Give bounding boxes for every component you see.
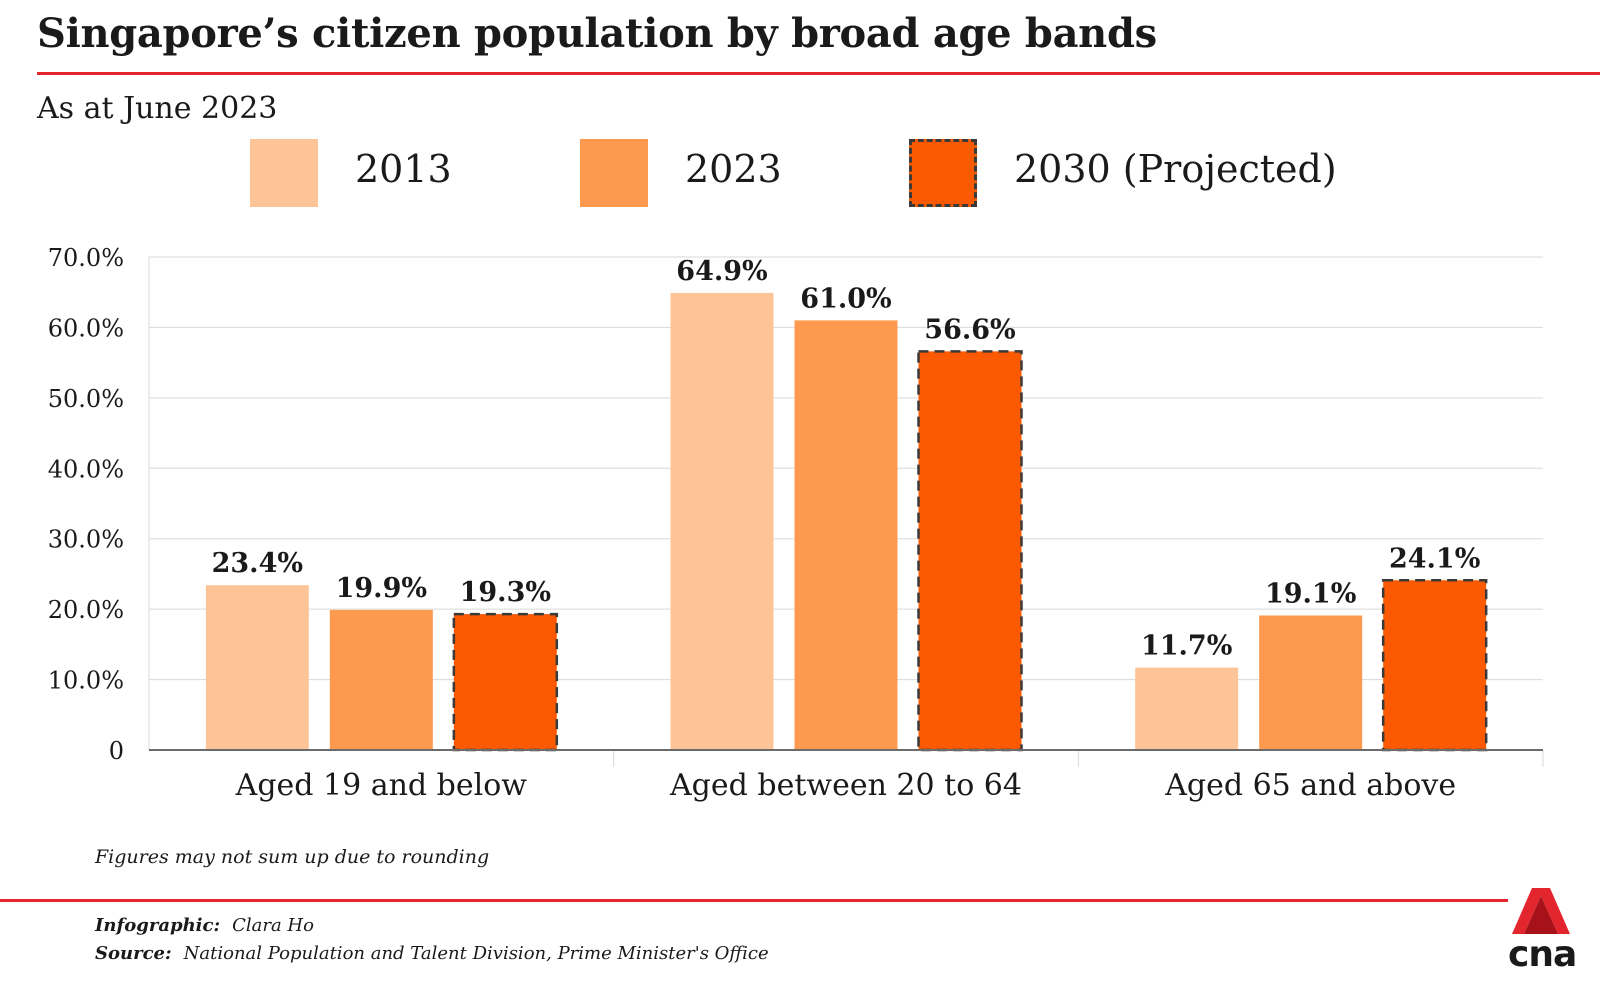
legend-label-2023: 2023: [685, 147, 782, 191]
source-credit-value: National Population and Talent Division,…: [183, 943, 769, 964]
infographic-credit-key: Infographic:: [95, 915, 221, 936]
x-category-label: Aged 19 and below: [235, 768, 528, 803]
data-label: 19.9%: [336, 573, 427, 604]
data-label: 24.1%: [1389, 543, 1480, 574]
y-tick-label: 30.0%: [48, 526, 124, 554]
infographic-credit: Infographic: Clara Ho: [95, 915, 314, 936]
y-tick-label: 10.0%: [48, 667, 124, 695]
bar-2023-aged-between-20-to-64: [794, 320, 898, 750]
y-tick-label: 40.0%: [48, 455, 124, 483]
bar-2013-aged-19-and-below: [205, 585, 309, 750]
bar-2013-aged-65-and-above: [1135, 667, 1239, 750]
y-tick-label: 60.0%: [48, 314, 124, 342]
data-label: 11.7%: [1141, 631, 1232, 662]
data-label: 19.3%: [460, 577, 551, 608]
bar-2013-aged-between-20-to-64: [670, 292, 774, 750]
x-category-label: Aged 65 and above: [1164, 768, 1456, 803]
title-divider: [37, 72, 1600, 75]
y-tick-label: 50.0%: [48, 385, 124, 413]
footer-divider: [0, 899, 1508, 902]
chart-title: Singapore’s citizen population by broad …: [37, 10, 1157, 57]
y-tick-label: 20.0%: [48, 596, 124, 624]
rounding-note: Figures may not sum up due to rounding: [95, 846, 490, 868]
x-category-label: Aged between 20 to 64: [669, 768, 1022, 803]
cna-logo: cna: [1508, 884, 1577, 978]
legend-label-2013: 2013: [355, 147, 452, 191]
bar-2030-projected-aged-19-and-below: [452, 612, 559, 752]
infographic-credit-value: Clara Ho: [232, 915, 314, 936]
chart-subtitle: As at June 2023: [37, 91, 278, 126]
data-label: 23.4%: [212, 548, 303, 579]
source-credit: Source: National Population and Talent Di…: [95, 943, 769, 964]
data-label: 56.6%: [924, 314, 1015, 345]
data-label: 64.9%: [676, 256, 767, 287]
bar-2030-projected-aged-between-20-to-64: [917, 350, 1023, 752]
y-tick-label: 70.0%: [48, 244, 124, 272]
legend-label-2030-projected: 2030 (Projected): [1014, 147, 1337, 191]
source-credit-key: Source:: [95, 943, 172, 964]
legend-swatch-2023: [580, 139, 648, 207]
bar-2023-aged-19-and-below: [329, 609, 433, 750]
y-tick-label: 0: [109, 737, 124, 765]
bar-chart: 0 10.0% 20.0% 30.0% 40.0% 50.0% 60.0% 70.0% 23.4…: [48, 244, 1544, 803]
legend-swatch-2013: [250, 139, 318, 207]
bar-2023-aged-65-and-above: [1259, 615, 1363, 750]
data-label: 19.1%: [1265, 578, 1356, 609]
legend-swatch-2030-projected: [909, 139, 977, 207]
cna-logo-text: cna: [1508, 934, 1577, 975]
cna-logo-mark: [1512, 888, 1570, 934]
bar-2030-projected-aged-65-and-above: [1381, 579, 1488, 752]
data-label: 61.0%: [800, 283, 891, 314]
